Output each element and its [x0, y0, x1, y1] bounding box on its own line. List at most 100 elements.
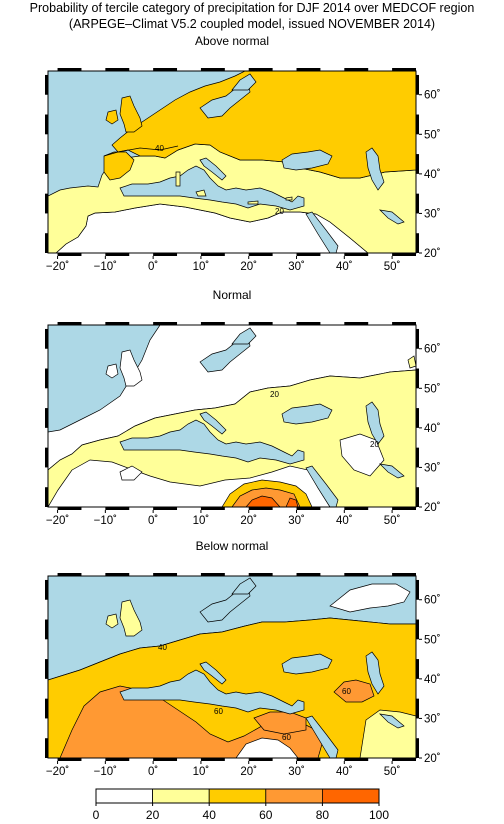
- frame-checker: [45, 698, 48, 719]
- lon-tick-label: −20˚: [46, 261, 69, 273]
- frame-checker: [57, 758, 82, 761]
- frame-checker: [392, 573, 416, 576]
- lon-tick-label: 0˚: [148, 261, 158, 273]
- figure-title-line2: (ARPEGE–Climat V5.2 coupled model, issue…: [68, 17, 436, 31]
- sea-mediterranean: [119, 419, 305, 465]
- frame-checker: [45, 368, 48, 389]
- frame-checker: [416, 74, 419, 95]
- frame-checker: [200, 573, 225, 576]
- frame-checker: [105, 68, 130, 71]
- colorbar-label: 60: [259, 808, 273, 822]
- sea-baltic: [199, 585, 251, 623]
- frame-checker: [392, 253, 416, 256]
- frame-checker: [45, 659, 48, 679]
- frame-checker: [392, 758, 416, 761]
- land-white-middle-east: [339, 433, 385, 477]
- land-corsica-sardinia: [175, 171, 181, 187]
- sea-caspian: [365, 147, 385, 191]
- colorbar-label: 80: [316, 808, 330, 822]
- frame-checker: [296, 68, 321, 71]
- map-panel-below-normal: 40 60 60 60: [47, 575, 417, 759]
- frame-checker: [296, 322, 321, 325]
- sea-mediterranean: [119, 165, 305, 211]
- frame-checker: [248, 322, 273, 325]
- panel-title-normal: Normal: [212, 288, 252, 302]
- sea-adriatic: [199, 661, 227, 685]
- lon-tick-label: 0˚: [148, 515, 158, 527]
- sea-red-sea: [305, 211, 339, 253]
- colorbar-swatch: [208, 788, 267, 804]
- lon-tick-label: 40˚: [336, 515, 353, 527]
- frame-checker: [296, 758, 321, 761]
- land-darkorange-east: [333, 679, 375, 703]
- frame-checker: [344, 573, 369, 576]
- land-great-britain: [119, 349, 143, 387]
- frame-checker: [57, 573, 82, 576]
- colorbar-label: 100: [369, 808, 389, 822]
- panel-title-above-normal: Above normal: [194, 34, 270, 48]
- colorbar-swatch: [321, 788, 380, 804]
- lat-tick-label: 60˚: [424, 344, 441, 356]
- land-orange-north: [111, 71, 416, 179]
- frame-checker: [45, 328, 48, 349]
- lon-tick-label: −20˚: [46, 515, 69, 527]
- lon-tick-label: 10˚: [193, 261, 210, 273]
- frame-checker: [248, 758, 273, 761]
- frame-checker: [344, 507, 369, 510]
- land-red-sahara: [245, 495, 281, 507]
- lat-tick-label: 50˚: [424, 383, 441, 395]
- frame-checker: [344, 322, 369, 325]
- frame-checker: [344, 68, 369, 71]
- lon-tick-label: 20˚: [240, 515, 257, 527]
- lat-tick-label: 40˚: [424, 674, 441, 686]
- frame-checker: [248, 68, 273, 71]
- land-white-lake: [119, 465, 143, 481]
- frame-checker: [153, 68, 178, 71]
- frame-checker: [45, 487, 48, 507]
- frame-checker: [344, 253, 369, 256]
- frame-checker: [57, 68, 82, 71]
- colorbar-label: 20: [146, 808, 160, 822]
- colorbar-swatch: [152, 788, 210, 804]
- sea-persian-gulf: [378, 209, 405, 225]
- frame-checker: [248, 253, 273, 256]
- contour-label-40: 40: [155, 144, 164, 153]
- frame-checker: [153, 253, 178, 256]
- lon-tick-label: 50˚: [384, 261, 401, 273]
- frame-checker: [45, 408, 48, 428]
- sea-caspian: [365, 651, 385, 695]
- frame-checker: [45, 233, 48, 253]
- land-white-sahara: [235, 737, 299, 758]
- land-great-britain: [119, 95, 143, 133]
- lon-tick-label: 40˚: [336, 261, 353, 273]
- sea-adriatic: [199, 157, 227, 181]
- frame-checker: [45, 619, 48, 640]
- contour-label-60: 60: [282, 733, 291, 742]
- sea-bothnia: [231, 577, 257, 595]
- frame-checker: [200, 322, 225, 325]
- frame-checker: [416, 579, 419, 600]
- map-panel-above-normal: 40 20: [47, 70, 417, 254]
- frame-checker: [296, 507, 321, 510]
- frame-checker: [105, 573, 130, 576]
- lat-tick-label: 50˚: [424, 129, 441, 141]
- land-yellow-patch-east: [359, 709, 416, 758]
- sea-baltic: [199, 81, 251, 119]
- lat-tick-label: 30˚: [424, 462, 441, 474]
- sea-baltic: [199, 335, 251, 373]
- land-sicily: [195, 189, 207, 197]
- sea-black-sea: [281, 653, 333, 675]
- frame-checker: [200, 68, 225, 71]
- lon-tick-label: 0˚: [148, 766, 158, 778]
- sea-red-sea: [305, 715, 339, 758]
- contour-label-60: 60: [214, 707, 223, 716]
- frame-checker: [416, 487, 419, 507]
- lon-tick-label: 40˚: [336, 766, 353, 778]
- sea-mediterranean: [119, 669, 305, 715]
- frame-checker: [392, 68, 416, 71]
- frame-checker: [45, 579, 48, 600]
- colorbar-frame: [95, 788, 380, 804]
- frame-checker: [416, 233, 419, 253]
- frame-checker: [296, 253, 321, 256]
